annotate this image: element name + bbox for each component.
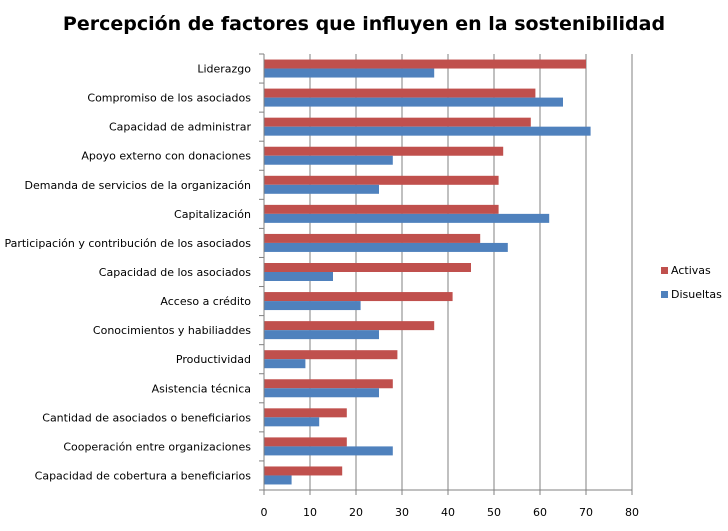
bar-activas xyxy=(264,263,471,272)
x-tick-label: 0 xyxy=(261,506,268,519)
category-label: Conocimientos y habiliaddes xyxy=(93,324,251,337)
category-label: Productividad xyxy=(176,353,251,366)
category-label: Cantidad de asociados o beneficiarios xyxy=(42,411,251,424)
bar-disueltas xyxy=(264,330,379,340)
bar-disueltas xyxy=(264,417,320,427)
x-tick-label: 80 xyxy=(625,506,639,519)
bar-disueltas xyxy=(264,301,361,311)
category-label: Capitalización xyxy=(174,208,251,221)
x-tick-label: 60 xyxy=(533,506,547,519)
category-label: Asistencia técnica xyxy=(152,382,251,395)
bar-activas xyxy=(264,146,504,156)
chart-title: Percepción de factores que influyen en l… xyxy=(63,13,665,35)
bar-disueltas xyxy=(264,155,393,165)
bar-activas xyxy=(264,408,347,418)
legend-swatch-activas xyxy=(661,267,668,274)
legend: Activas Disueltas xyxy=(661,264,722,301)
category-label: Compromiso de los asociados xyxy=(87,92,251,105)
x-tick-label: 30 xyxy=(395,506,409,519)
x-tick-labels: 0 10 20 30 40 50 60 70 80 xyxy=(261,506,640,519)
category-label: Apoyo externo con donaciones xyxy=(81,150,251,163)
bar-activas xyxy=(264,204,499,214)
legend-label-disueltas: Disueltas xyxy=(671,288,722,301)
x-tick-label: 10 xyxy=(303,506,317,519)
category-label: Cooperación entre organizaciones xyxy=(63,440,251,453)
x-tick-label: 50 xyxy=(487,506,501,519)
bar-activas xyxy=(264,233,481,243)
bars xyxy=(264,59,591,485)
category-label: Acceso a crédito xyxy=(160,295,251,308)
bar-disueltas xyxy=(264,446,393,456)
bar-activas xyxy=(264,175,499,185)
bar-activas xyxy=(264,88,536,98)
bar-activas xyxy=(264,292,453,302)
bar-activas xyxy=(264,350,398,360)
x-tick-label: 40 xyxy=(441,506,455,519)
category-labels: Liderazgo Compromiso de los asociados Capa… xyxy=(4,63,251,483)
bar-activas xyxy=(264,379,393,389)
bar-disueltas xyxy=(264,242,508,252)
bar-disueltas xyxy=(264,126,591,136)
category-label: Capacidad de los asociados xyxy=(99,266,251,279)
category-label: Liderazgo xyxy=(197,63,251,76)
bar-disueltas xyxy=(264,272,333,281)
category-label: Capacidad de cobertura a beneficiarios xyxy=(35,469,252,482)
bar-activas xyxy=(264,466,343,476)
bar-disueltas xyxy=(264,213,550,223)
x-tick-label: 20 xyxy=(349,506,363,519)
bar-disueltas xyxy=(264,388,379,398)
legend-label-activas: Activas xyxy=(671,264,711,277)
bar-disueltas xyxy=(264,475,292,485)
bar-disueltas xyxy=(264,97,563,107)
category-label: Capacidad de administrar xyxy=(109,121,252,134)
bar-activas xyxy=(264,437,347,447)
category-label: Demanda de servicios de la organización xyxy=(25,179,251,192)
bar-disueltas xyxy=(264,184,379,194)
bar-activas xyxy=(264,117,531,127)
axes xyxy=(259,53,632,491)
bar-activas xyxy=(264,59,586,69)
legend-swatch-disueltas xyxy=(661,291,668,298)
x-tick-label: 70 xyxy=(579,506,593,519)
category-label: Participación y contribución de los asoc… xyxy=(4,237,251,250)
bar-activas xyxy=(264,321,435,331)
bar-disueltas xyxy=(264,68,435,78)
bar-disueltas xyxy=(264,359,306,369)
